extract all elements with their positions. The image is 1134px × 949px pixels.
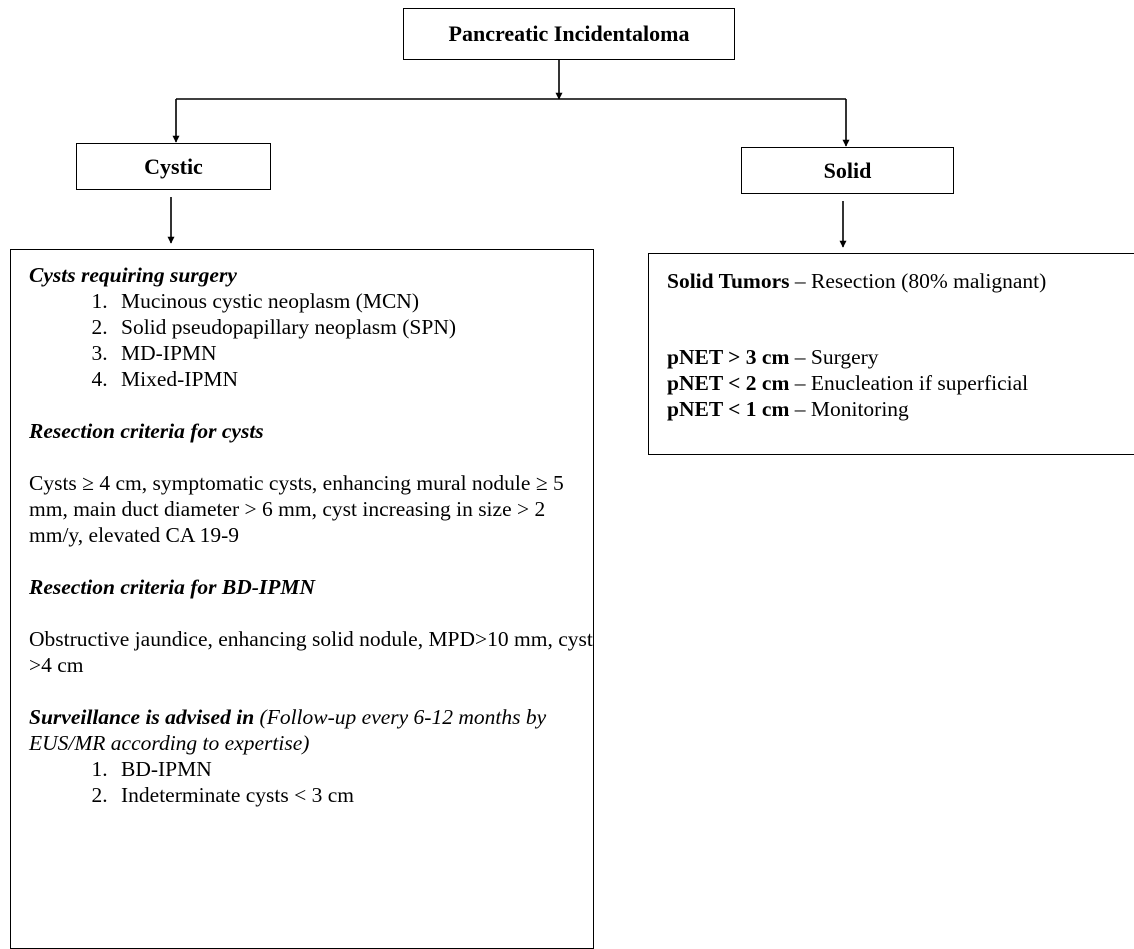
pnet-rule-text: – Enucleation if superficial [789, 371, 1029, 395]
surgery-list: Mucinous cystic neoplasm (MCN) Solid pse… [29, 288, 593, 392]
cystic-node: Cystic [76, 143, 271, 190]
resection-cysts-heading: Resection criteria for cysts [29, 419, 264, 443]
solid-node: Solid [741, 147, 954, 194]
root-node-label: Pancreatic Incidentaloma [448, 21, 690, 46]
resection-bd-text: Obstructive jaundice, enhancing solid no… [29, 627, 593, 677]
pnet-rule: pNET < 1 cm – Monitoring [667, 396, 1134, 422]
surgery-item: Mucinous cystic neoplasm (MCN) [113, 288, 593, 314]
resection-cysts-text: Cysts ≥ 4 cm, symptomatic cysts, enhanci… [29, 471, 564, 547]
surveillance-paragraph: Surveillance is advised in (Follow-up ev… [29, 704, 593, 756]
resection-bd-heading: Resection criteria for BD-IPMN [29, 575, 316, 599]
solid-details-panel: Solid Tumors – Resection (80% malignant)… [648, 253, 1134, 455]
pnet-rule-term: pNET < 1 cm [667, 397, 790, 421]
solid-node-label: Solid [823, 157, 872, 183]
solid-tumors-line: Solid Tumors – Resection (80% malignant) [667, 268, 1134, 294]
pnet-rule-text: – Monitoring [789, 397, 909, 421]
pnet-rule-term: pNET > 3 cm [667, 345, 790, 369]
cystic-details-panel: Cysts requiring surgery Mucinous cystic … [10, 249, 594, 949]
solid-tumors-term: Solid Tumors [667, 269, 790, 293]
surveillance-item: Indeterminate cysts < 3 cm [113, 782, 593, 808]
pnet-rule: pNET < 2 cm – Enucleation if superficial [667, 370, 1134, 396]
cystic-node-label: Cystic [144, 153, 203, 179]
pnet-rule-term: pNET < 2 cm [667, 371, 790, 395]
surgery-item: MD-IPMN [113, 340, 593, 366]
pnet-rule: pNET > 3 cm – Surgery [667, 344, 1134, 370]
solid-tumors-text: – Resection (80% malignant) [789, 269, 1047, 293]
surveillance-list: BD-IPMN Indeterminate cysts < 3 cm [29, 756, 593, 808]
root-node: Pancreatic Incidentaloma [403, 8, 735, 60]
surveillance-heading: Surveillance is advised in [29, 705, 255, 729]
pnet-rule-text: – Surgery [789, 345, 879, 369]
surveillance-note: (Follow-up every 6-12 months by EUS/MR a… [29, 705, 547, 755]
surveillance-item: BD-IPMN [113, 756, 593, 782]
surgery-item: Solid pseudopapillary neoplasm (SPN) [113, 314, 593, 340]
surgery-item: Mixed-IPMN [113, 366, 593, 392]
surgery-heading: Cysts requiring surgery [29, 263, 237, 287]
